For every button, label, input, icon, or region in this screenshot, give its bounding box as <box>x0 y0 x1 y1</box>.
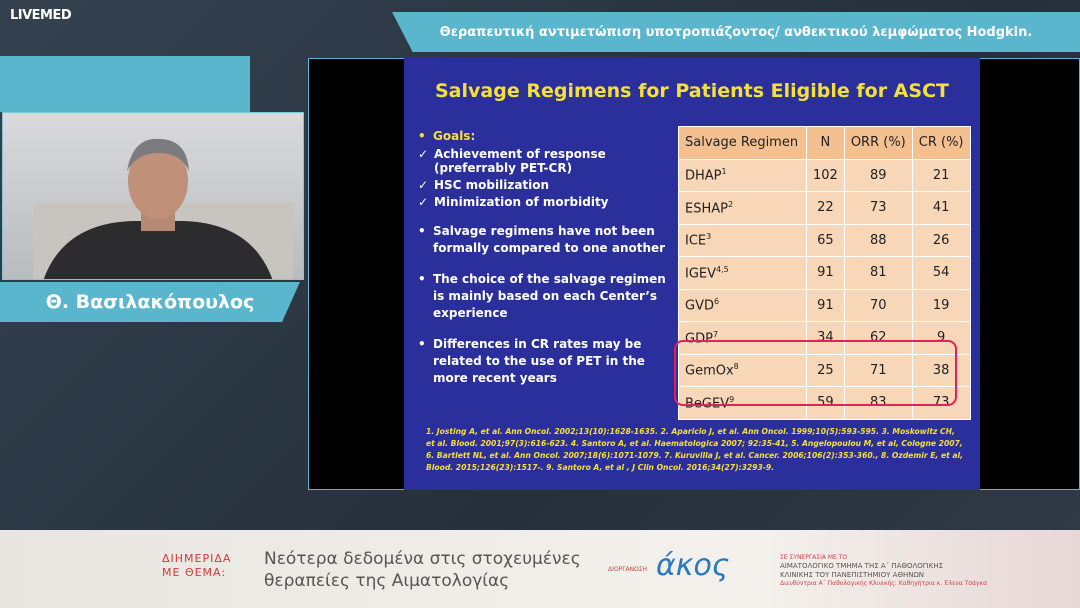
regimen-name: ESHAP <box>685 200 728 216</box>
table-row: GemOx8 25 71 38 <box>678 353 971 387</box>
topic-banner: Θεραπευτική αντιμετώπιση υποτροπιάζοντος… <box>392 12 1080 52</box>
orr-cell: 89 <box>843 158 913 192</box>
n-cell: 91 <box>806 256 845 290</box>
cr-cell: 26 <box>911 223 971 257</box>
table-row: IGEV4,5 91 81 54 <box>678 256 971 290</box>
regimen-cell: GDP7 <box>678 321 807 355</box>
reference-number: 3 <box>706 232 712 242</box>
regimen-cell: GVD6 <box>678 288 807 322</box>
cr-cell: 73 <box>911 386 971 420</box>
reference-number: 8 <box>733 362 739 372</box>
reference-number: 1 <box>721 167 727 177</box>
reference-number: 4,5 <box>716 264 729 274</box>
regimen-name: BeGEV <box>685 395 730 411</box>
label-line: ΔΙΗΜΕΡΙΔΑ <box>162 552 232 565</box>
goal-item: HSC mobilization <box>418 178 668 192</box>
reference-number: 9 <box>729 394 735 404</box>
collab-label: ΣΕ ΣΥΝΕΡΓΑΣΙΑ ΜΕ ΤΟ <box>780 554 848 561</box>
table-row: ICE3 65 88 26 <box>678 223 971 257</box>
event-title: Νεότερα δεδομένα στις στοχευμένες θεραπεί… <box>264 548 581 592</box>
n-cell: 102 <box>806 158 845 192</box>
bullet-list: Salvage regimens have not been formally … <box>418 223 668 387</box>
goal-item: Achievement of response (preferrably PET… <box>418 147 668 175</box>
bullet-item: Differences in CR rates may be related t… <box>418 336 668 387</box>
collaboration: ΣΕ ΣΥΝΕΡΓΑΣΙΑ ΜΕ ΤΟ ΑΙΜΑΤΟΛΟΓΙΚΟ ΤΜΗΜΑ Τ… <box>780 554 987 588</box>
reference-number: 6 <box>713 297 720 307</box>
column-header: CR (%) <box>911 126 971 160</box>
regimen-cell: IGEV4,5 <box>678 256 807 290</box>
regimen-name: DHAP <box>685 168 722 184</box>
collab-line: ΑΙΜΑΤΟΛΟΓΙΚΟ ΤΜΗΜΑ ΤΗΣ Α΄ ΠΑΘΟΛΟΓΙΚΗΣ <box>780 562 943 570</box>
orr-cell: 70 <box>843 288 913 322</box>
table-row: BeGEV9 59 83 73 <box>678 386 971 420</box>
regimen-cell: ESHAP2 <box>678 191 807 225</box>
column-header: N <box>806 126 845 160</box>
n-cell: 22 <box>806 191 845 225</box>
column-header: ORR (%) <box>843 126 913 160</box>
goals-list: Achievement of response (preferrably PET… <box>418 147 668 209</box>
n-cell: 91 <box>806 288 845 322</box>
regimen-name: GVD <box>685 298 714 314</box>
director: Διευθύντρια Α΄ Παθολογικής Κλινικής: Καθ… <box>780 580 988 587</box>
table-row: GDP7 34 62 9 <box>678 321 971 355</box>
orr-cell: 73 <box>843 191 913 225</box>
regimen-table: Salvage Regimen N ORR (%) CR (%) DHAP1 102 89 2… <box>678 126 971 420</box>
n-cell: 59 <box>806 386 845 420</box>
regimen-cell: ICE3 <box>678 223 807 257</box>
organizer-label: ΔΙΟΡΓΑΝΩΣΗ <box>608 566 648 573</box>
n-cell: 34 <box>806 321 845 355</box>
webcam <box>2 112 304 280</box>
bullet-item: The choice of the salvage regimen is mai… <box>418 271 668 322</box>
accent-band <box>0 56 250 112</box>
table-row: DHAP1 102 89 21 <box>678 158 971 192</box>
event-label: ΔΙΗΜΕΡΙΔΑ ΜΕ ΘΕΜΑ: <box>162 552 231 580</box>
cr-cell: 21 <box>911 158 971 192</box>
organizer-logo: άκος <box>656 548 730 583</box>
slide-title: Salvage Regimens for Patients Eligible f… <box>435 80 949 102</box>
speaker-name: Θ. Βασιλακόπουλος <box>0 282 300 322</box>
regimen-name: IGEV <box>685 265 717 281</box>
goal-item: Minimization of morbidity <box>418 195 668 209</box>
highlight-box <box>674 340 957 406</box>
label-line: ΜΕ ΘΕΜΑ: <box>162 566 227 579</box>
brand: LIVEMED <box>10 8 72 23</box>
table-row: ESHAP2 22 73 41 <box>678 191 971 225</box>
reference-number: 2 <box>727 199 734 209</box>
column-header: Salvage Regimen <box>678 126 807 160</box>
title-line: θεραπείες της Αιματολογίας <box>264 571 510 591</box>
orr-cell: 81 <box>843 256 913 290</box>
slide: Salvage Regimens for Patients Eligible f… <box>404 58 980 490</box>
orr-cell: 71 <box>843 353 913 387</box>
reference-number: 7 <box>712 329 719 339</box>
collab-line: ΚΛΙΝΙΚΗΣ ΤΟΥ ΠΑΝΕΠΙΣΤΗΜΙΟΥ ΑΘΗΝΩΝ <box>780 571 925 579</box>
regimen-name: GemOx <box>685 363 734 379</box>
orr-cell: 83 <box>843 386 913 420</box>
regimen-name: GDP <box>685 330 713 346</box>
event-banner: ΔΙΗΜΕΡΙΔΑ ΜΕ ΘΕΜΑ: Νεότερα δεδομένα στις … <box>0 530 1080 608</box>
table-row: GVD6 91 70 19 <box>678 288 971 322</box>
speaker-video <box>33 138 293 279</box>
regimen-cell: DHAP1 <box>678 158 807 192</box>
cr-cell: 38 <box>911 353 971 387</box>
slide-text: Goals: Achievement of response (preferra… <box>418 128 668 387</box>
cr-cell: 54 <box>911 256 971 290</box>
n-cell: 65 <box>806 223 845 257</box>
n-cell: 25 <box>806 353 845 387</box>
regimen-cell: BeGEV9 <box>678 386 807 420</box>
goals-heading: Goals: <box>418 128 668 145</box>
cr-cell: 41 <box>911 191 971 225</box>
references: 1. Josting A, et al. Ann Oncol. 2002;13(… <box>426 427 963 472</box>
cr-cell: 9 <box>911 321 971 355</box>
regimen-name: ICE <box>685 233 707 249</box>
orr-cell: 88 <box>843 223 913 257</box>
title-line: Νεότερα δεδομένα στις στοχευμένες <box>264 549 581 569</box>
bullet-item: Salvage regimens have not been formally … <box>418 223 668 257</box>
cr-cell: 19 <box>911 288 971 322</box>
